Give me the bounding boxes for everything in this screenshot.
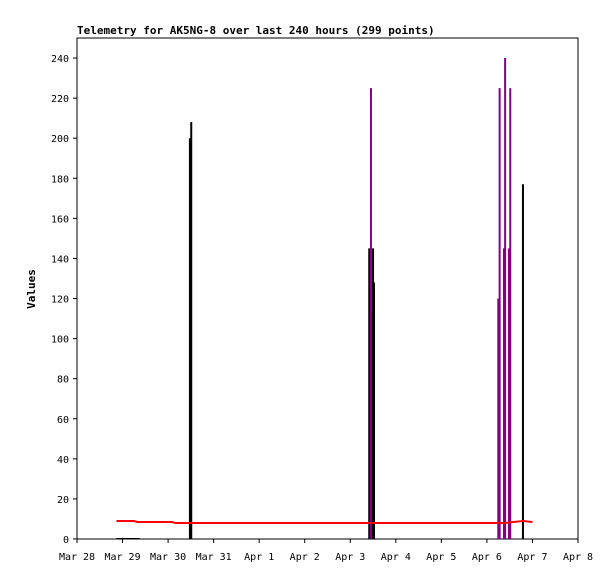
x-ticks: Mar 28 Mar 29 Mar 30 Mar 31 Apr 1 Apr 2 Apr 3 A… [59,539,593,563]
x-tick-label: Mar 30 [150,552,186,563]
y-tick-label: 40 [57,455,69,466]
chart-title: Telemetry for AK5NG-8 over last 240 hour… [77,24,435,37]
plot-frame [76,37,579,540]
y-tick-label: 180 [51,174,69,185]
x-tick-label: Apr 6 [472,552,502,563]
x-tick-label: Mar 29 [104,552,140,563]
x-tick-label: Apr 4 [381,552,411,563]
y-tick-label: 120 [51,295,69,306]
y-tick-label: 220 [51,94,69,105]
y-axis-label: Values [25,269,38,309]
x-tick-label: Apr 5 [426,552,456,563]
x-tick-label: Apr 2 [290,552,320,563]
y-tick-label: 20 [57,495,69,506]
x-tick-label: Apr 1 [244,552,274,563]
x-tick-label: Apr 8 [563,552,593,563]
data-marks [116,58,533,539]
x-tick-label: Apr 3 [335,552,365,563]
y-tick-label: 80 [57,375,69,386]
x-tick-label: Mar 31 [196,552,232,563]
y-tick-label: 140 [51,254,69,265]
y-tick-label: 160 [51,214,69,225]
series-line [116,519,533,524]
y-ticks: 0 20 40 60 80 100 120 140 160 180 200 220 240 [51,54,77,546]
y-tick-label: 240 [51,54,69,65]
y-tick-label: 60 [57,415,69,426]
y-tick-label: 0 [63,535,69,546]
y-tick-label: 200 [51,134,69,145]
y-tick-label: 100 [51,335,69,346]
x-tick-label: Mar 28 [59,552,95,563]
x-tick-label: Apr 7 [517,552,547,563]
